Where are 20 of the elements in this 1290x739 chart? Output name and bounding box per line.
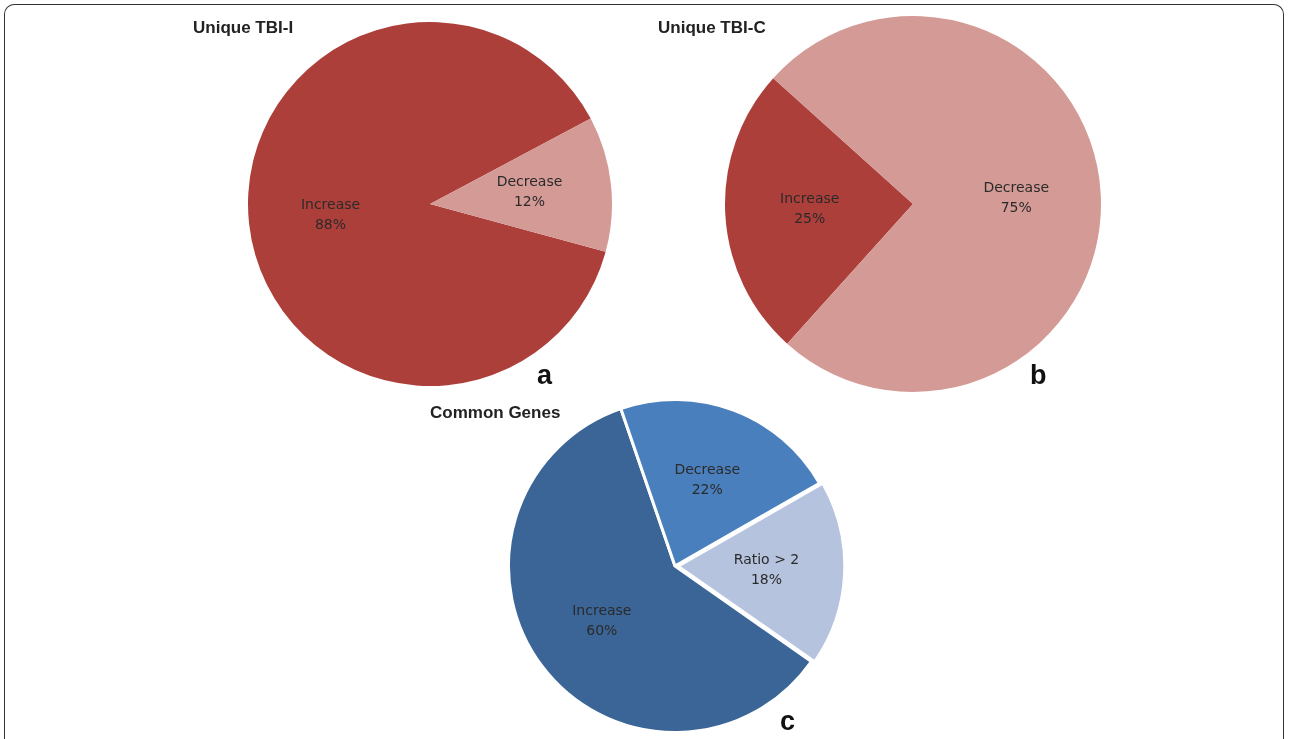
slice-label: Decrease xyxy=(983,179,1050,196)
text: b xyxy=(1030,360,1047,391)
chart-title: Unique TBI-C xyxy=(658,18,766,38)
chart-title: Unique TBI-I xyxy=(193,18,294,38)
slice-label: Increase xyxy=(300,195,361,212)
slice-label: Decrease xyxy=(496,173,563,190)
text: c xyxy=(780,706,796,737)
data-label: 12% xyxy=(513,193,546,210)
slice-label: Increase xyxy=(572,601,632,618)
data-label: 88% xyxy=(314,215,347,232)
slice-label: Increase xyxy=(780,190,840,207)
slice-label: Decrease xyxy=(674,460,741,477)
data-label: 75% xyxy=(1000,199,1032,216)
data-label: 22% xyxy=(691,480,723,497)
slice-label: Ratio > 2 xyxy=(733,550,800,567)
text: a xyxy=(537,360,553,391)
data-label: 60% xyxy=(586,621,618,638)
data-label: 18% xyxy=(750,570,783,587)
data-label: 25% xyxy=(794,210,826,227)
chart-title: Common Genes xyxy=(430,403,561,423)
